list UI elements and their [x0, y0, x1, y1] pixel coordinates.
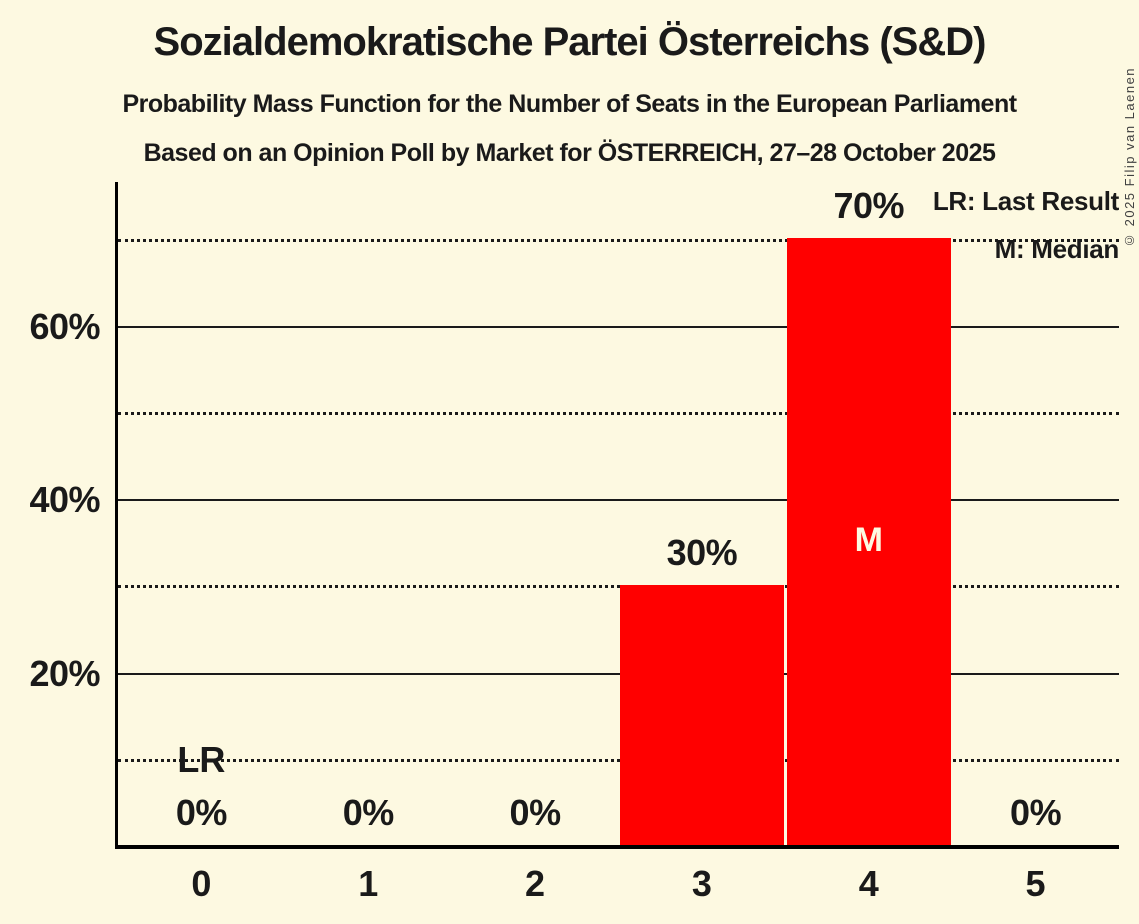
gridline-dotted-70pct — [118, 238, 1119, 242]
bar-value-label-seats-2: 0% — [509, 792, 562, 833]
bar-value-label-seats-4: 70% — [833, 185, 905, 227]
bar-value-label-seats-5: 0% — [1010, 792, 1062, 833]
bar-value-label-seats-1: 0% — [342, 792, 395, 833]
bar-seats-4 — [786, 238, 951, 845]
legend-median: M: Median — [994, 234, 1120, 264]
y-axis-line — [115, 182, 118, 849]
bar-value-label-seats-0: 0% — [175, 792, 228, 833]
x-tick-label-4: 4 — [858, 863, 879, 904]
x-tick-label-5: 5 — [1025, 863, 1046, 904]
bar-value-label-seats-3: 30% — [666, 531, 738, 573]
legend-last-result: LR: Last Result — [932, 186, 1119, 216]
last-result-marker: LR — [177, 739, 226, 781]
y-tick-label-60%: 60% — [29, 305, 100, 347]
copyright-notice: © 2025 Filip van Laenen — [1122, 66, 1137, 248]
chart-title: Sozialdemokratische Partei Österreichs (… — [153, 20, 987, 64]
median-marker: M — [854, 520, 883, 559]
gridline-solid-40pct — [118, 499, 1119, 502]
gridline-solid-20pct — [118, 672, 1119, 675]
chart-legend: LR: Last Result M: Median — [933, 182, 1119, 278]
x-tick-label-1: 1 — [358, 863, 379, 904]
chart-source-line: Based on an Opinion Poll by Market for Ö… — [143, 139, 996, 167]
plot-area: 0% 0% 0% 30% 70% 0% M LR — [118, 182, 1119, 845]
x-tick-label-3: 3 — [691, 863, 712, 904]
y-tick-label-40%: 40% — [29, 479, 100, 521]
x-tick-label-0: 0 — [191, 863, 212, 904]
y-tick-label-20%: 20% — [29, 652, 100, 694]
gridline-solid-60pct — [118, 325, 1119, 328]
gridline-dotted-50pct — [118, 411, 1119, 415]
x-axis-line — [115, 845, 1119, 849]
chart-subtitle: Probability Mass Function for the Number… — [122, 90, 1017, 118]
gridline-dotted-10pct — [118, 758, 1119, 762]
x-tick-label-2: 2 — [525, 863, 546, 904]
gridline-dotted-30pct — [118, 585, 1119, 589]
bar-seats-3 — [620, 584, 784, 845]
